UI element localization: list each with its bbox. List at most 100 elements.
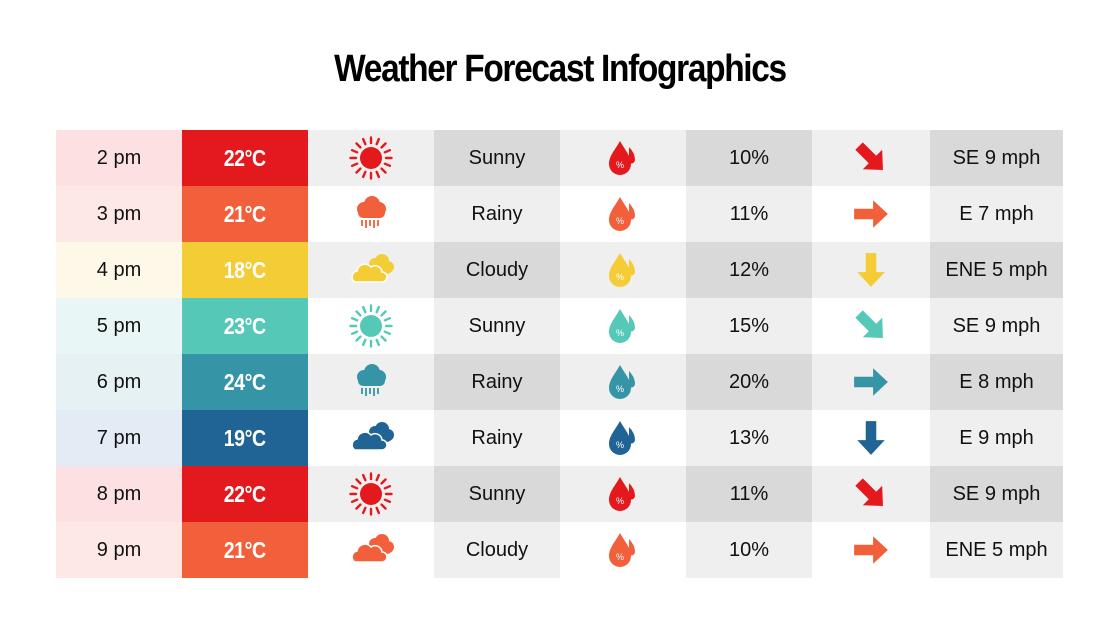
table-row-5pm: 5 pm 23°C Sunny % 15% SE 9 mph (56, 298, 1063, 354)
humidity-cell: 10% (686, 130, 812, 186)
temperature-value: 24°C (224, 368, 266, 395)
humidity-drop-icon: % (603, 361, 643, 403)
time-label: 5 pm (96, 314, 142, 337)
temperature-cell: 21°C (182, 522, 308, 578)
humidity-cell: 15% (686, 298, 812, 354)
arrow-right-icon (852, 363, 890, 401)
wind-arrow-cell (812, 298, 930, 354)
temperature-value: 22°C (224, 480, 266, 507)
weather-icon-cell (308, 242, 434, 298)
humidity-value: 13% (728, 426, 770, 449)
condition-cell: Sunny (434, 466, 560, 522)
wind-arrow-cell (812, 130, 930, 186)
condition-cell: Sunny (434, 298, 560, 354)
wind-value: SE 9 mph (952, 482, 1041, 505)
temperature-value: 21°C (224, 200, 266, 227)
weather-icon-cell (308, 130, 434, 186)
temperature-cell: 24°C (182, 354, 308, 410)
arrow-down-right-icon (852, 139, 890, 177)
condition-label: Rainy (471, 202, 523, 225)
wind-arrow-cell (812, 522, 930, 578)
wind-cell: SE 9 mph (930, 298, 1063, 354)
humidity-icon-cell: % (560, 186, 686, 242)
condition-cell: Cloudy (434, 242, 560, 298)
table-row-7pm: 7 pm 19°C Rainy % 13% E 9 mph (56, 410, 1063, 466)
temperature-cell: 19°C (182, 410, 308, 466)
time-cell: 6 pm (56, 354, 182, 410)
arrow-down-icon (852, 251, 890, 289)
weather-icon-cell (308, 522, 434, 578)
wind-value: SE 9 mph (952, 314, 1041, 337)
wind-arrow-cell (812, 466, 930, 522)
time-cell: 9 pm (56, 522, 182, 578)
weather-icon-cell (308, 298, 434, 354)
wind-value: E 9 mph (959, 426, 1034, 449)
humidity-icon-cell: % (560, 522, 686, 578)
clouds-icon (347, 252, 395, 288)
humidity-icon-cell: % (560, 130, 686, 186)
temperature-value: 18°C (224, 256, 266, 283)
humidity-cell: 11% (686, 466, 812, 522)
table-row-4pm: 4 pm 18°C Cloudy % 12% ENE 5 mph (56, 242, 1063, 298)
svg-text:%: % (616, 552, 624, 562)
condition-label: Cloudy (465, 538, 529, 561)
temperature-value: 21°C (224, 536, 266, 563)
humidity-cell: 11% (686, 186, 812, 242)
table-row-9pm: 9 pm 21°C Cloudy % 10% ENE 5 mph (56, 522, 1063, 578)
humidity-cell: 20% (686, 354, 812, 410)
condition-cell: Rainy (434, 354, 560, 410)
condition-cell: Rainy (434, 186, 560, 242)
temperature-cell: 23°C (182, 298, 308, 354)
time-cell: 4 pm (56, 242, 182, 298)
wind-cell: ENE 5 mph (930, 242, 1063, 298)
sun-icon (349, 136, 393, 180)
table-row-8pm: 8 pm 22°C Sunny % 11% SE 9 mph (56, 466, 1063, 522)
condition-label: Sunny (468, 482, 526, 505)
humidity-value: 11% (729, 482, 769, 505)
condition-cell: Rainy (434, 410, 560, 466)
humidity-icon-cell: % (560, 354, 686, 410)
humidity-value: 10% (728, 538, 770, 561)
sun-icon (349, 472, 393, 516)
humidity-icon-cell: % (560, 298, 686, 354)
wind-arrow-cell (812, 354, 930, 410)
time-label: 4 pm (96, 258, 142, 281)
svg-text:%: % (616, 160, 624, 170)
weather-icon-cell (308, 354, 434, 410)
humidity-drop-icon: % (603, 473, 643, 515)
humidity-icon-cell: % (560, 466, 686, 522)
wind-value: ENE 5 mph (945, 258, 1048, 281)
time-label: 8 pm (96, 482, 142, 505)
time-cell: 7 pm (56, 410, 182, 466)
temperature-value: 19°C (224, 424, 266, 451)
rain-cloud-icon (349, 192, 393, 236)
humidity-cell: 12% (686, 242, 812, 298)
humidity-cell: 10% (686, 522, 812, 578)
condition-label: Rainy (471, 426, 523, 449)
wind-value: E 7 mph (959, 202, 1034, 225)
temperature-cell: 22°C (182, 466, 308, 522)
wind-value: E 8 mph (959, 370, 1034, 393)
arrow-down-right-icon (852, 475, 890, 513)
condition-cell: Sunny (434, 130, 560, 186)
wind-cell: ENE 5 mph (930, 522, 1063, 578)
humidity-value: 20% (728, 370, 770, 393)
humidity-drop-icon: % (603, 193, 643, 235)
wind-arrow-cell (812, 186, 930, 242)
humidity-drop-icon: % (603, 137, 643, 179)
weather-icon-cell (308, 186, 434, 242)
wind-arrow-cell (812, 242, 930, 298)
time-label: 2 pm (96, 146, 142, 169)
condition-label: Cloudy (465, 258, 529, 281)
page-title: Weather Forecast Infographics (334, 48, 787, 90)
svg-text:%: % (616, 328, 624, 338)
wind-cell: E 9 mph (930, 410, 1063, 466)
humidity-drop-icon: % (603, 249, 643, 291)
wind-cell: SE 9 mph (930, 130, 1063, 186)
svg-text:%: % (616, 272, 624, 282)
temperature-value: 22°C (224, 144, 266, 171)
humidity-drop-icon: % (603, 305, 643, 347)
temperature-cell: 18°C (182, 242, 308, 298)
weather-icon-cell (308, 410, 434, 466)
time-label: 6 pm (96, 370, 142, 393)
